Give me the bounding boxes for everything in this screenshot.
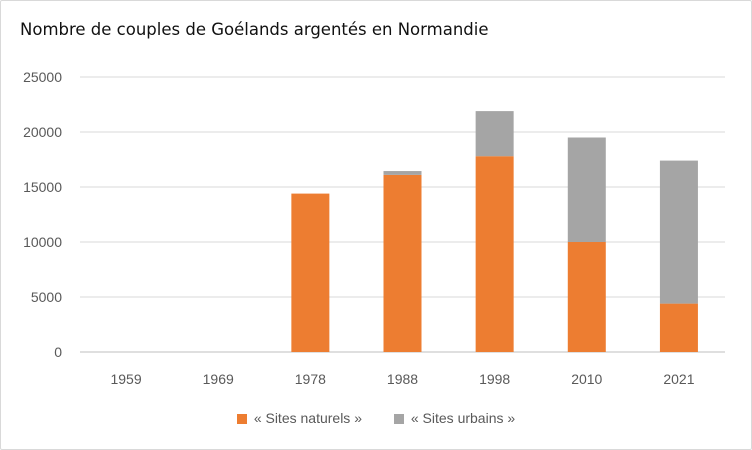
- bar-urban-1998: [475, 111, 514, 157]
- bar-natural-2010: [567, 242, 606, 352]
- bar-natural-1988: [383, 174, 422, 352]
- y-tick-label: 10000: [23, 234, 62, 250]
- legend: « Sites naturels » « Sites urbains »: [0, 410, 752, 426]
- x-tick-label: 1998: [479, 371, 510, 387]
- x-axis-ticks: 1959 1969 1978 1988 1998 2010 2021: [110, 371, 694, 387]
- legend-swatch-natural: [236, 414, 247, 424]
- legend-swatch-urban: [393, 414, 404, 424]
- x-tick-label: 2021: [663, 371, 694, 387]
- y-axis-ticks: 0 5000 10000 15000 20000 25000: [23, 69, 62, 360]
- bar-urban-2021: [659, 160, 698, 304]
- bar-natural-2021: [659, 303, 698, 352]
- y-tick-label: 25000: [23, 69, 62, 85]
- legend-label-urban: « Sites urbains »: [410, 410, 516, 426]
- y-tick-label: 0: [54, 344, 62, 360]
- chart-title: Nombre de couples de Goélands argentés e…: [20, 20, 489, 39]
- legend-label-natural: « Sites naturels »: [253, 410, 362, 426]
- bar-urban-1988: [383, 171, 422, 175]
- y-tick-label: 20000: [23, 124, 62, 140]
- y-tick-label: 5000: [31, 289, 62, 305]
- bar-natural-1978: [291, 193, 330, 352]
- x-tick-label: 1969: [203, 371, 234, 387]
- legend-item-natural: « Sites naturels »: [236, 410, 362, 426]
- legend-item-urban: « Sites urbains »: [393, 410, 516, 426]
- x-tick-label: 1988: [387, 371, 418, 387]
- bars: [291, 111, 698, 352]
- bar-natural-1998: [475, 156, 514, 352]
- x-tick-label: 2010: [571, 371, 602, 387]
- x-tick-label: 1978: [295, 371, 326, 387]
- y-tick-label: 15000: [23, 179, 62, 195]
- x-tick-label: 1959: [110, 371, 141, 387]
- bar-urban-2010: [567, 137, 606, 242]
